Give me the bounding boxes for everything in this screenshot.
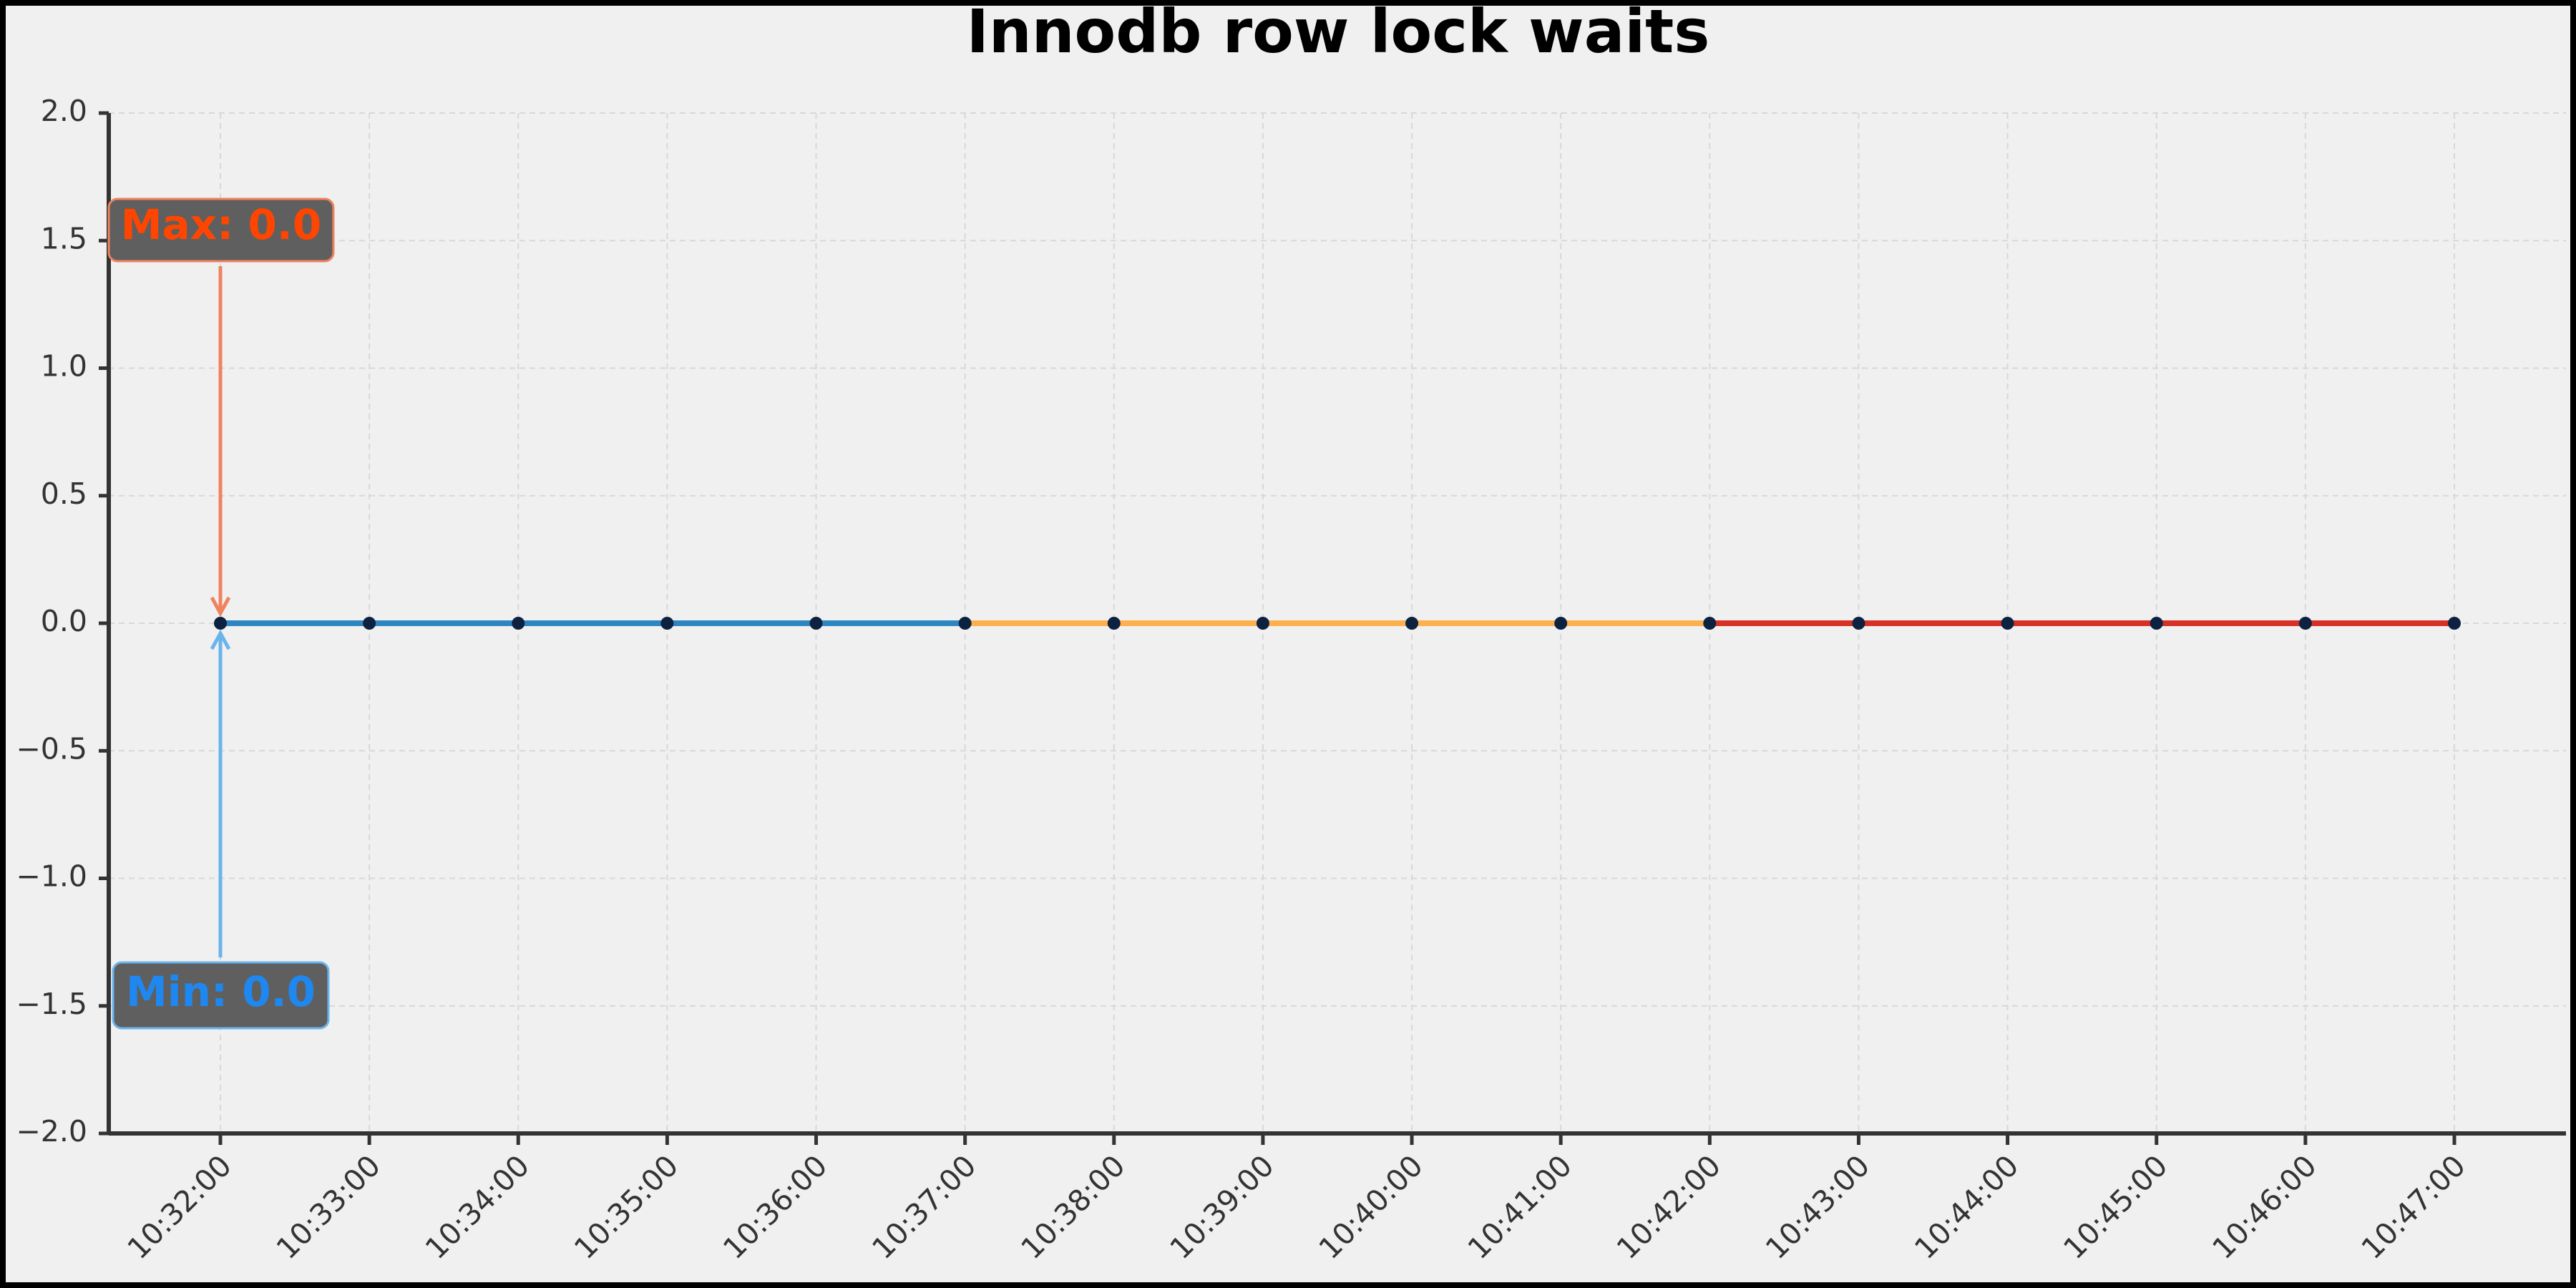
point [512, 617, 525, 630]
y-tick-label: −2.0 [16, 1114, 87, 1148]
annotation-arrowhead [210, 629, 231, 650]
y-tick-label: 1.5 [41, 221, 87, 255]
y-tick-label: 1.0 [41, 349, 87, 384]
point [2448, 617, 2461, 630]
point [1852, 617, 1865, 630]
point [2150, 617, 2163, 630]
annotation-arrowhead [210, 596, 231, 618]
y-tick-label: 2.0 [41, 94, 87, 128]
annotation-box [112, 961, 330, 1030]
point [2001, 617, 2014, 630]
point [1703, 617, 1717, 630]
point [1405, 617, 1419, 630]
point [1107, 617, 1121, 630]
y-tick-label: −1.0 [16, 859, 87, 894]
y-tick-label: −0.5 [16, 731, 87, 766]
point [660, 617, 674, 630]
point [1554, 617, 1568, 630]
annotation-text: Max: 0.0 [121, 200, 321, 249]
point [214, 617, 227, 630]
point [958, 617, 972, 630]
annotation-box [107, 197, 335, 263]
annotation-text: Min: 0.0 [126, 967, 316, 1016]
y-tick-label: 0.0 [41, 604, 87, 638]
chart-title: Innodb row lock waits [967, 0, 1710, 67]
point [1256, 617, 1269, 630]
point [809, 617, 823, 630]
y-tick-label: −1.5 [16, 987, 87, 1021]
point [363, 617, 376, 630]
y-tick-label: 0.5 [41, 477, 87, 511]
point [2298, 617, 2312, 630]
